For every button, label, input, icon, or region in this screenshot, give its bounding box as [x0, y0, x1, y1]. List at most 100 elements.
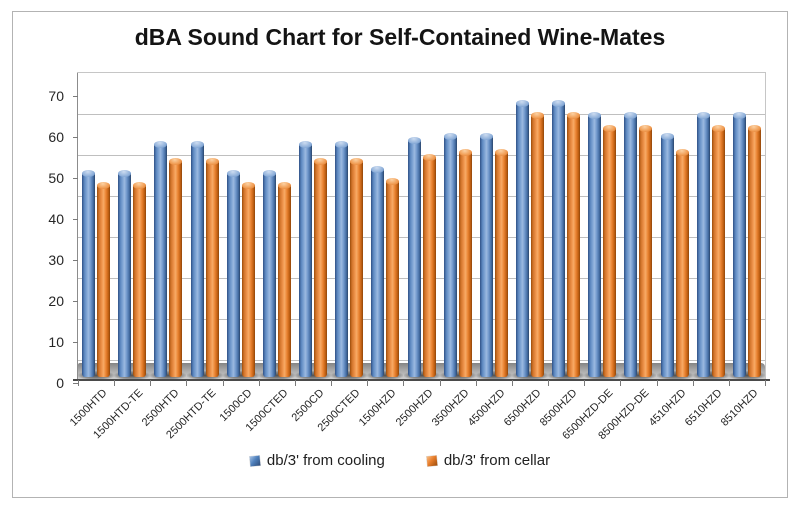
bar-shadow: [114, 371, 151, 380]
bar-shadow: [295, 371, 332, 380]
bar-cooling-6500HZD-DE: [588, 112, 602, 377]
bar-cooling-8510HZD: [732, 112, 746, 377]
legend-label-cellar: db/3' from cellar: [443, 452, 551, 469]
bar-shadow: [511, 371, 548, 380]
bar-shadow: [403, 371, 440, 380]
legend-label-cooling: db/3' from cooling: [266, 452, 385, 469]
y-axis-tick: [73, 383, 78, 384]
x-axis-tick: [512, 380, 513, 386]
bar-cooling-6500HZD: [515, 100, 529, 377]
bar-cooling-1500HZD: [371, 166, 385, 377]
x-axis-tick: [259, 380, 260, 386]
plot-area: 0 10 20 30 40 50 60 70 1500HTD 1500HTD-TE 2500HTD…: [48, 72, 770, 442]
y-axis-tick: [73, 96, 78, 97]
x-axis-tick: [114, 380, 115, 386]
gridline: [78, 114, 765, 115]
bar-cellar-1500CD: [241, 182, 255, 377]
x-axis-tick: [78, 380, 79, 386]
legend-item-cooling: db/3' from cooling: [249, 452, 385, 469]
bar-cellar-1500HTD: [97, 182, 111, 377]
x-axis-tick: [223, 380, 224, 386]
gridline: [78, 237, 765, 238]
bar-cooling-1500CTED: [262, 170, 276, 377]
bar-cellar-2500HZD: [422, 154, 436, 377]
x-axis-label: 1500HZD: [357, 387, 399, 429]
y-axis-tick: [73, 219, 78, 220]
chart-title: dBA Sound Chart for Self-Contained Wine-…: [134, 24, 666, 50]
bar-shadow: [584, 371, 621, 380]
x-axis-label: 4500HZD: [465, 387, 508, 429]
bar-cellar-4510HZD: [675, 149, 689, 377]
y-axis-label: 70: [48, 88, 64, 104]
gridline: [78, 196, 765, 197]
bar-cellar-6500HZD-DE: [603, 125, 617, 377]
y-axis-label: 20: [48, 293, 64, 309]
x-axis-label: 6510HZD: [682, 387, 725, 429]
bar-cooling-2500CD: [299, 141, 313, 377]
bar-shadow: [439, 371, 476, 380]
bar-cooling-3500HZD: [443, 133, 457, 377]
bar-cellar-2500CD: [314, 158, 328, 377]
bar-cellar-2500HTD: [169, 158, 183, 377]
y-axis-label: 40: [48, 211, 64, 227]
y-axis-line: [77, 73, 78, 379]
x-axis-tick: [765, 380, 766, 386]
bar-shadow: [620, 371, 657, 380]
x-axis-tick: [548, 380, 549, 386]
bar-cooling-6510HZD: [696, 112, 710, 377]
legend-marker-cellar-icon: [426, 455, 438, 466]
y-axis-tick: [73, 260, 78, 261]
y-axis-tick: [73, 137, 78, 138]
bar-cooling-2500CTED: [335, 141, 349, 377]
x-axis-label: 8510HZD: [718, 387, 761, 429]
x-axis-line: [73, 379, 770, 381]
bar-cooling-4510HZD: [660, 133, 674, 377]
y-axis-label: 10: [48, 334, 64, 350]
x-axis-tick: [440, 380, 441, 386]
bar-cellar-1500HTD-TE: [133, 182, 147, 377]
bar-cooling-4500HZD: [479, 133, 493, 377]
gridline: [78, 155, 765, 156]
x-axis-label: 4510HZD: [646, 387, 689, 429]
bar-cooling-2500HZD: [407, 137, 421, 377]
bar-cellar-8500HZD-DE: [639, 125, 653, 377]
bar-cooling-8500HZD-DE: [624, 112, 638, 377]
bar-cooling-1500HTD: [82, 170, 96, 377]
y-axis-tick: [73, 301, 78, 302]
bar-shadow: [656, 371, 693, 380]
bar-shadow: [728, 371, 765, 380]
y-axis-tick: [73, 178, 78, 179]
bar-shadow: [150, 371, 187, 380]
bar-cooling-1500CD: [226, 170, 240, 377]
bar-cooling-1500HTD-TE: [118, 170, 132, 377]
x-axis-tick: [657, 380, 658, 386]
bar-cellar-2500CTED: [350, 158, 364, 377]
bar-shadow: [331, 371, 368, 380]
bar-shadow: [692, 371, 729, 380]
y-axis-label: 0: [56, 375, 64, 391]
x-axis-label: 2500HZD: [393, 387, 435, 429]
legend-item-cellar: db/3' from cellar: [426, 452, 551, 469]
x-axis-tick: [150, 380, 151, 386]
bar-cellar-3500HZD: [458, 149, 472, 377]
bar-cooling-8500HZD: [552, 100, 566, 377]
x-axis-tick: [693, 380, 694, 386]
legend: db/3' from cooling db/3' from cellar: [0, 452, 800, 469]
x-axis-tick: [295, 380, 296, 386]
x-axis-tick: [729, 380, 730, 386]
bar-shadow: [548, 371, 585, 380]
x-axis-tick: [620, 380, 621, 386]
bar-cellar-6500HZD: [530, 112, 544, 377]
y-axis-tick: [73, 342, 78, 343]
gridline: [78, 360, 765, 361]
y-axis-label: 50: [48, 170, 64, 186]
bar-cooling-2500HTD-TE: [190, 141, 204, 377]
bar-cellar-2500HTD-TE: [205, 158, 219, 377]
bar-cellar-6510HZD: [711, 125, 725, 377]
y-axis-label: 60: [48, 129, 64, 145]
x-axis-tick: [476, 380, 477, 386]
x-axis-tick: [186, 380, 187, 386]
x-axis-tick: [331, 380, 332, 386]
x-axis-tick: [367, 380, 368, 386]
